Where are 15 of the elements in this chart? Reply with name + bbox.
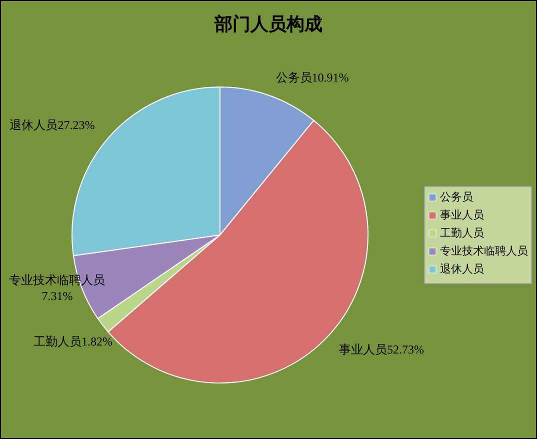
slice-label: 事业人员 (339, 342, 388, 356)
data-label: 7.31% (42, 288, 73, 303)
data-label: 52.73% (387, 342, 424, 356)
legend-label: 公务员 (440, 192, 473, 204)
slice-label: 公务员 (276, 70, 312, 84)
legend-label: 工勤人员 (440, 226, 484, 240)
legend-label: 专业技术临聘人员 (440, 244, 528, 258)
data-label: 1.82% (82, 334, 113, 348)
slice-label: 工勤人员 (34, 334, 82, 348)
data-label: 10.91% (312, 70, 349, 84)
legend-label: 事业人员 (440, 208, 484, 222)
chart-title: 部门人员构成 (214, 14, 322, 34)
slice-label: 退休人员 (10, 118, 58, 132)
legend-label: 退休人员 (440, 262, 484, 276)
data-label: 27.23% (58, 118, 95, 132)
